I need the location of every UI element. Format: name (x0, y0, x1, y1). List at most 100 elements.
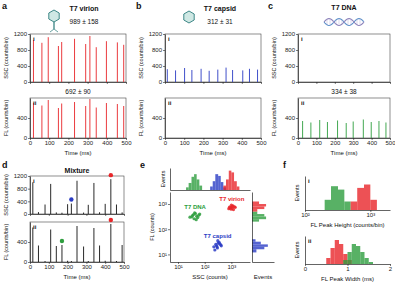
spike (337, 121, 338, 139)
tick (105, 214, 106, 216)
tick: 200 (63, 262, 74, 270)
y-axis: 04008001200 (149, 31, 166, 85)
tick-label: 400 (17, 63, 28, 69)
spike (61, 104, 62, 139)
y-axis: 0 400 (17, 99, 31, 142)
tick: 400 (102, 138, 113, 146)
spike (363, 120, 364, 139)
tick-label: 0 (24, 79, 28, 85)
spike (117, 42, 118, 82)
tick-label: 10² (201, 264, 210, 270)
tick-mark (168, 204, 170, 205)
spike (33, 103, 34, 138)
y-axis-title: FL (counts/bin) (3, 224, 9, 261)
spike (191, 70, 192, 82)
subpanel-label: ii (301, 100, 305, 106)
tick-label: 400 (17, 115, 28, 121)
tick: 1200 (14, 173, 30, 179)
icon-leg (50, 29, 54, 32)
histogram-bar (252, 216, 266, 219)
plot-area (33, 36, 123, 82)
plot-area (33, 179, 122, 214)
spike (106, 103, 107, 138)
histogram-bar (331, 248, 335, 264)
tick-label: 1200 (282, 31, 296, 37)
tick-label: 200 (199, 140, 210, 146)
tick-label: 1 (346, 266, 350, 272)
tick-mark (28, 242, 30, 243)
x-axis-title: Events (254, 274, 272, 280)
tick-label: 400 (152, 63, 163, 69)
spike (346, 123, 347, 138)
spike (41, 43, 42, 82)
spike (327, 122, 328, 138)
tick: 300 (82, 262, 93, 270)
icon-rung (342, 20, 343, 24)
icon-capsid (184, 11, 194, 23)
plot-area (33, 99, 123, 138)
tick-mark (296, 82, 298, 83)
y-axis: 04008001200 (282, 31, 299, 85)
spike (32, 182, 33, 214)
icon-strand (324, 19, 364, 26)
tick: 800 (285, 47, 298, 53)
point (195, 218, 198, 221)
tick: 0 (292, 79, 298, 85)
x-axis (253, 262, 275, 263)
tick: 0 (24, 135, 30, 141)
histogram-bar (226, 179, 229, 190)
subpanel-label: i (33, 36, 35, 42)
tick-mark (68, 214, 69, 216)
histogram-bar (365, 258, 369, 264)
tick-mark (296, 66, 298, 67)
tick-label: 0 (292, 79, 296, 85)
plot-area (326, 240, 373, 264)
tick (184, 82, 185, 84)
tick-mark (353, 82, 354, 84)
spike (106, 41, 107, 82)
histogram-bar (252, 214, 264, 216)
plot-frame (298, 98, 390, 138)
histogram-bar (215, 174, 218, 190)
plot-area (188, 204, 237, 252)
axis-line (305, 237, 306, 265)
tick-mark (163, 138, 165, 139)
point (193, 211, 196, 214)
tick-label: 100 (45, 140, 56, 146)
axis-line (31, 214, 125, 215)
plot-frame (30, 176, 124, 214)
axis-line (30, 35, 31, 83)
subpanel-label: ii (308, 238, 312, 244)
tick-mark (335, 82, 336, 84)
histogram-bar (344, 202, 350, 211)
subpanel-label: ii (33, 100, 37, 106)
axis-line (165, 35, 166, 83)
icon-rung (336, 20, 337, 24)
histogram-bar (252, 206, 264, 209)
tick (107, 82, 108, 84)
histogram-bar (252, 204, 266, 206)
plot-area (325, 185, 377, 211)
icon-rung (360, 19, 361, 26)
spike (122, 212, 123, 214)
histogram-bar (326, 258, 330, 264)
spike (96, 47, 97, 82)
tick-label: 400 (152, 115, 163, 121)
spike (96, 108, 97, 139)
series-label: T7 DNA (184, 204, 206, 210)
tick (390, 82, 391, 84)
axis-line (299, 82, 391, 83)
spike (32, 228, 33, 263)
spike (88, 205, 89, 214)
tick-mark (28, 34, 30, 35)
tick: 0 (304, 264, 308, 272)
tick-mark (184, 82, 185, 84)
tick-label: 10¹ (158, 252, 167, 258)
panel-label: d (2, 160, 8, 170)
tick: 10¹ (174, 262, 183, 270)
axis-line (253, 262, 275, 263)
tick-label: 500 (121, 140, 132, 146)
x-axis: 0100200300400500 (297, 138, 395, 146)
tick-label: 0 (297, 140, 301, 146)
tick-mark (168, 254, 170, 255)
